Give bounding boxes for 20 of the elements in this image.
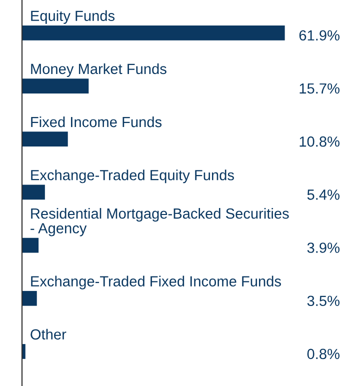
y-tick-label: Money Market Funds xyxy=(31,63,166,77)
bar xyxy=(22,78,89,94)
y-tick-label: Residential Mortgage-Backed Securities - Agency xyxy=(30,208,289,236)
bar xyxy=(22,25,285,40)
data-label: 61.9% xyxy=(299,30,340,41)
data-label: 0.8% xyxy=(307,348,340,360)
bar xyxy=(22,132,68,147)
bar xyxy=(22,238,39,253)
data-label: 5.4% xyxy=(307,190,340,200)
y-tick-label: Other xyxy=(30,328,66,340)
bar xyxy=(22,290,37,306)
y-tick-label: Fixed Income Funds xyxy=(31,116,162,128)
y-tick-label: Exchange-Traded Equity Funds xyxy=(31,170,234,184)
data-label: 10.8% xyxy=(300,136,340,147)
data-label: 3.9% xyxy=(307,242,340,253)
y-tick-label: Exchange-Traded Fixed Income Funds xyxy=(31,276,281,290)
bar xyxy=(22,184,45,200)
y-tick-label: Equity Funds xyxy=(31,10,115,24)
data-label: 3.5% xyxy=(307,296,340,306)
data-label: 15.7% xyxy=(300,83,340,94)
